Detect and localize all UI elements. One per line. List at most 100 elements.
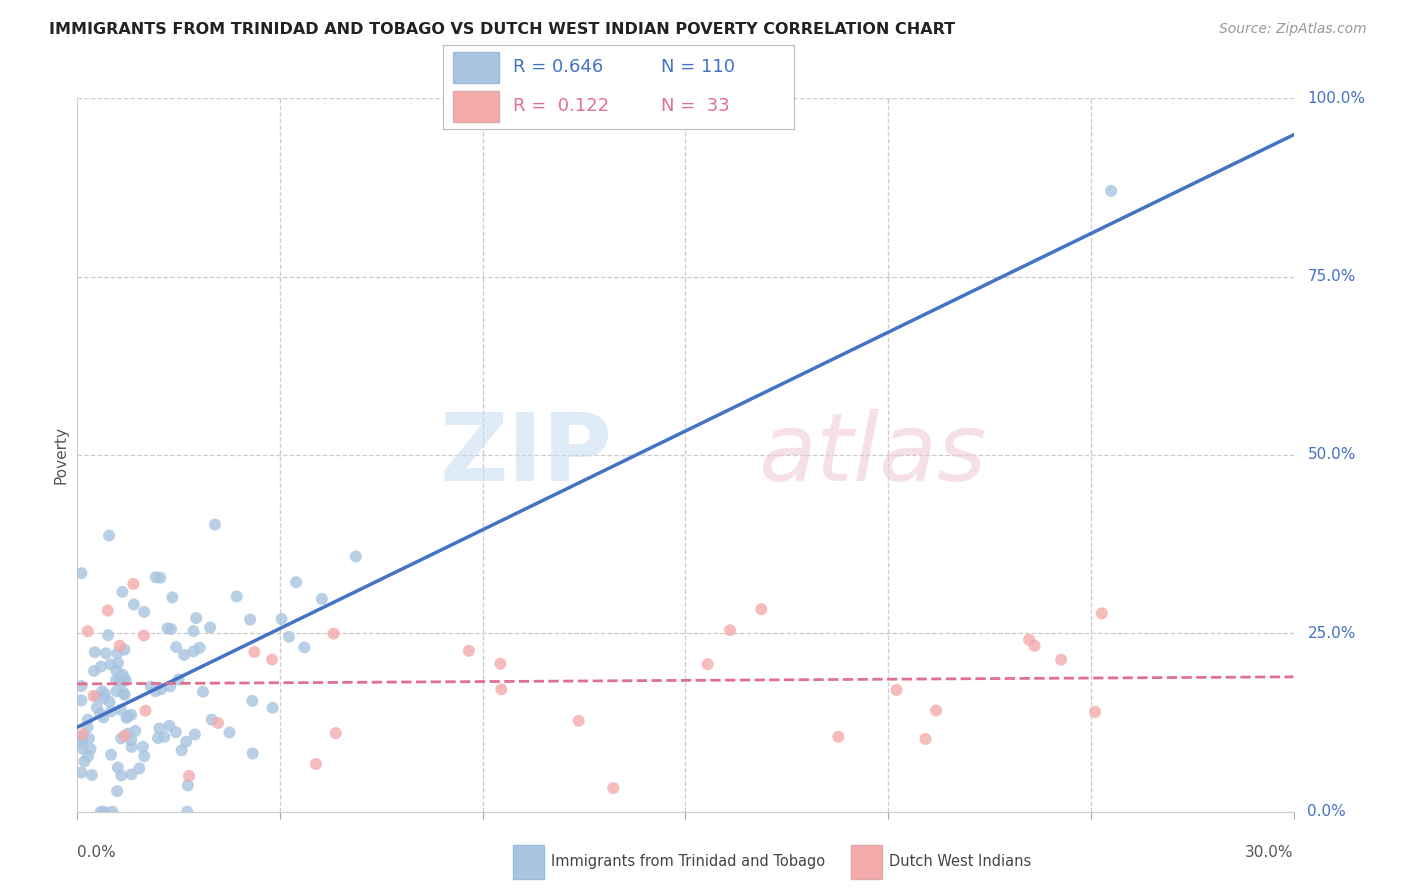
Point (76, 720, 98, 734)
Point (91, 684, 114, 698)
Y-axis label: Poverty: Poverty (53, 425, 69, 484)
Point (100, 657, 122, 672)
Point (120, 733, 142, 747)
Point (110, 703, 132, 717)
Point (148, 722, 170, 736)
Point (70, 693, 93, 707)
Point (76, 624, 98, 639)
Point (292, 640, 315, 655)
Point (225, 590, 247, 604)
Point (198, 620, 221, 634)
Point (749, 602, 772, 616)
Point (170, 743, 193, 757)
Point (718, 624, 741, 638)
Point (183, 624, 205, 638)
Point (457, 644, 479, 658)
Point (83, 645, 105, 659)
Point (239, 613, 262, 627)
Point (311, 591, 333, 606)
Point (94, 687, 117, 701)
Point (90, 659, 112, 673)
Point (1018, 632, 1040, 647)
Point (1024, 639, 1046, 653)
Point (122, 577, 145, 591)
Point (602, 781, 624, 796)
Point (98, 695, 121, 709)
Point (72, 727, 94, 741)
Point (153, 730, 176, 744)
Point (191, 684, 214, 698)
Point (82, 689, 104, 703)
Point (107, 761, 129, 775)
Text: N =  33: N = 33 (661, 97, 730, 115)
Text: 0.0%: 0.0% (77, 845, 117, 860)
Point (925, 703, 948, 717)
Point (114, 688, 136, 702)
Point (108, 639, 131, 653)
Point (70, 736, 93, 750)
Point (72, 741, 94, 756)
Point (568, 714, 591, 728)
Point (134, 749, 156, 764)
Point (93, 710, 115, 724)
Point (112, 686, 135, 700)
Point (491, 682, 513, 697)
Point (120, 767, 142, 781)
Point (105, 784, 128, 798)
Point (188, 640, 211, 655)
Point (105, 664, 128, 678)
Point (132, 628, 155, 642)
Point (218, 725, 240, 739)
Point (128, 761, 150, 775)
Point (914, 731, 936, 746)
Point (165, 725, 187, 739)
Point (77, 749, 100, 764)
Point (159, 719, 181, 733)
Point (117, 708, 139, 723)
Text: Dutch West Indians: Dutch West Indians (889, 855, 1031, 869)
Point (201, 713, 224, 727)
Point (105, 684, 128, 698)
Point (159, 680, 181, 694)
Point (72, 730, 94, 744)
Point (115, 711, 138, 725)
Point (108, 673, 131, 687)
Point (70, 679, 93, 693)
Point (76, 713, 98, 727)
Point (285, 575, 308, 590)
Point (262, 700, 284, 714)
Point (117, 726, 139, 740)
Point (173, 648, 195, 662)
Point (146, 731, 169, 746)
Text: R =  0.122: R = 0.122 (513, 97, 609, 115)
Point (240, 694, 263, 708)
Point (89, 706, 111, 721)
Point (186, 611, 208, 625)
Point (132, 739, 155, 754)
Point (184, 727, 207, 741)
Point (124, 723, 146, 738)
Bar (453, 91, 499, 121)
Point (162, 591, 184, 605)
Point (90, 805, 112, 819)
Text: 50.0%: 50.0% (1308, 448, 1355, 462)
Point (105, 673, 128, 687)
Point (112, 671, 135, 685)
Point (112, 729, 135, 743)
Point (167, 673, 190, 687)
Point (100, 704, 122, 718)
Point (93, 691, 115, 706)
Text: ZIP: ZIP (440, 409, 613, 501)
Point (1091, 607, 1114, 621)
Point (115, 673, 138, 688)
Text: 0.0%: 0.0% (1308, 805, 1346, 819)
Point (111, 585, 134, 599)
Text: R = 0.646: R = 0.646 (513, 59, 603, 77)
Point (1084, 705, 1107, 719)
Point (696, 657, 718, 672)
Point (107, 656, 129, 670)
Point (278, 630, 301, 644)
Text: 25.0%: 25.0% (1308, 626, 1355, 640)
Text: Immigrants from Trinidad and Tobago: Immigrants from Trinidad and Tobago (551, 855, 825, 869)
Point (80, 768, 103, 782)
